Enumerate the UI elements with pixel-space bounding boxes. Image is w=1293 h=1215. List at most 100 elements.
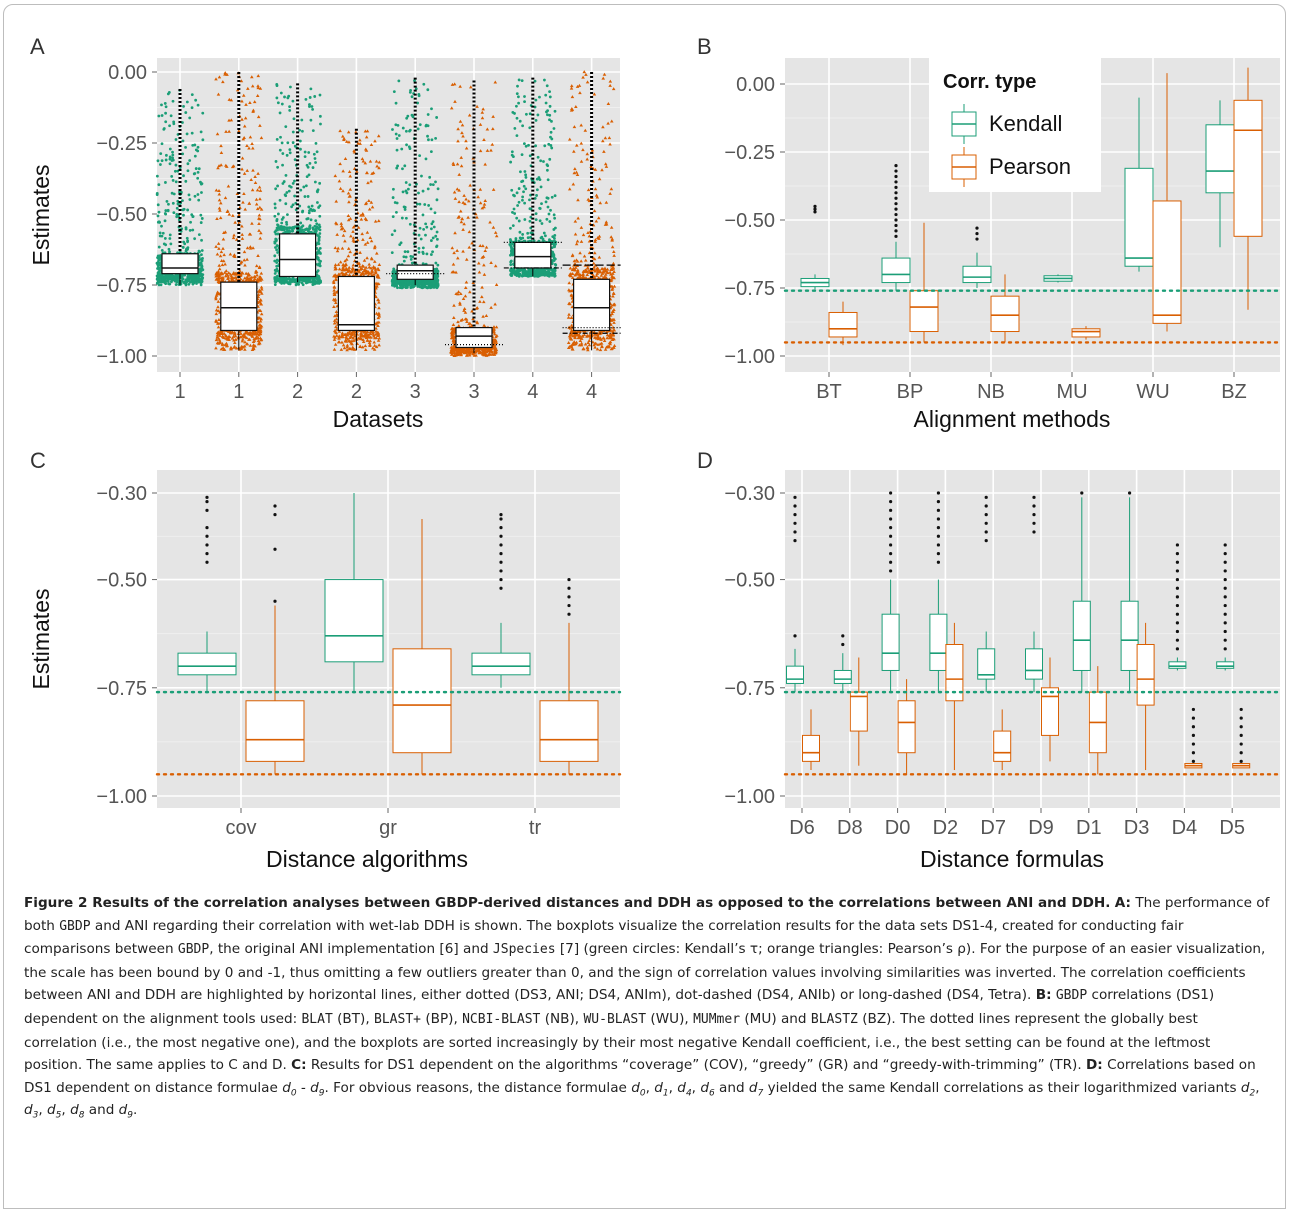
data-point-kendall [546, 109, 549, 113]
data-point-kendall [418, 202, 422, 206]
data-point-pearson [214, 338, 219, 342]
box-iqr [220, 281, 258, 332]
data-point-pearson [256, 115, 261, 119]
data-point-pearson [259, 317, 264, 321]
data-point-kendall [191, 143, 195, 147]
data-point-pearson [215, 331, 220, 335]
data-point-pearson [237, 213, 241, 217]
data-point-kendall [297, 283, 301, 286]
data-point-kendall [317, 281, 321, 285]
data-point-kendall [431, 236, 435, 240]
data-point-kendall [191, 228, 195, 232]
data-point-kendall [526, 236, 530, 240]
data-point-kendall [548, 95, 552, 99]
data-point-kendall [432, 225, 436, 229]
data-point-pearson [232, 345, 236, 349]
data-point-pearson [227, 129, 231, 133]
data-point-kendall [275, 258, 279, 262]
data-point-pearson [217, 246, 221, 250]
data-point-kendall [548, 104, 552, 108]
data-point-kendall [158, 231, 162, 235]
data-point-pearson [231, 236, 236, 240]
data-point-kendall [200, 238, 203, 242]
data-point-kendall [183, 242, 187, 246]
data-point-kendall [523, 170, 527, 173]
data-point-kendall [288, 282, 292, 286]
data-point-pearson [251, 246, 255, 250]
data-point-kendall [519, 170, 522, 174]
data-point-kendall [523, 100, 526, 104]
data-point-kendall [516, 84, 519, 88]
data-point-kendall [535, 177, 539, 181]
data-point-kendall [184, 145, 187, 149]
data-point-kendall [317, 278, 321, 281]
data-point-kendall [159, 152, 163, 156]
data-point-kendall [396, 164, 399, 168]
data-point-kendall [274, 278, 277, 281]
data-point-kendall [288, 108, 292, 112]
data-point-kendall [174, 283, 178, 287]
data-point-kendall [163, 237, 167, 240]
data-point-kendall [284, 202, 288, 206]
data-point-kendall [400, 216, 404, 220]
data-point-pearson [220, 334, 225, 338]
data-point-kendall [511, 211, 514, 214]
data-point-kendall [426, 113, 430, 116]
data-point-pearson [248, 101, 252, 105]
data-point-kendall [305, 278, 309, 282]
data-point-kendall [528, 271, 532, 275]
data-point-kendall [314, 161, 317, 164]
data-point-kendall [306, 195, 310, 198]
box-iqr [396, 264, 434, 280]
data-point-pearson [221, 347, 226, 351]
data-point-kendall [276, 184, 279, 188]
data-point-kendall [201, 257, 204, 260]
data-point-kendall [195, 282, 198, 285]
data-point-kendall [157, 114, 161, 118]
data-point-pearson [223, 262, 227, 266]
data-point-kendall [524, 175, 528, 179]
data-point-kendall [181, 199, 184, 202]
data-point-kendall [274, 160, 278, 163]
data-point-kendall [543, 78, 546, 82]
data-point-kendall [518, 230, 522, 234]
data-point-kendall [166, 280, 170, 283]
data-point-pearson [240, 224, 244, 228]
data-point-kendall [191, 215, 195, 218]
data-point-kendall [172, 211, 176, 215]
data-point-kendall [177, 214, 180, 218]
data-point-pearson [229, 274, 234, 278]
data-point-kendall [410, 95, 414, 99]
data-point-kendall [291, 99, 295, 103]
data-point-kendall [197, 167, 201, 171]
data-point-pearson [226, 336, 230, 340]
data-point-kendall [159, 163, 162, 166]
data-point-kendall [434, 136, 438, 140]
data-point-kendall [424, 157, 428, 161]
data-point-kendall [301, 129, 304, 133]
data-point-kendall [426, 134, 429, 138]
data-point-kendall [521, 233, 525, 236]
data-point-kendall [545, 84, 549, 88]
data-point-pearson [254, 264, 259, 268]
data-point-kendall [190, 131, 194, 135]
data-point-kendall [200, 217, 204, 220]
data-point-kendall [403, 250, 407, 254]
data-point-kendall [170, 159, 174, 162]
data-point-kendall [198, 250, 201, 254]
data-point-kendall [289, 279, 293, 283]
data-point-kendall [164, 209, 168, 212]
data-point-kendall [279, 91, 283, 95]
box-iqr [279, 233, 317, 278]
data-point-kendall [308, 103, 311, 106]
data-point-kendall [417, 250, 421, 254]
data-point-pearson [240, 271, 245, 275]
data-point-pearson [216, 92, 221, 96]
data-point-pearson [246, 332, 251, 336]
data-point-kendall [403, 164, 407, 168]
data-point-kendall [546, 178, 550, 182]
data-point-kendall [316, 201, 319, 204]
data-point-kendall [307, 151, 311, 154]
data-point-kendall [284, 125, 288, 129]
data-point-kendall [195, 273, 199, 277]
